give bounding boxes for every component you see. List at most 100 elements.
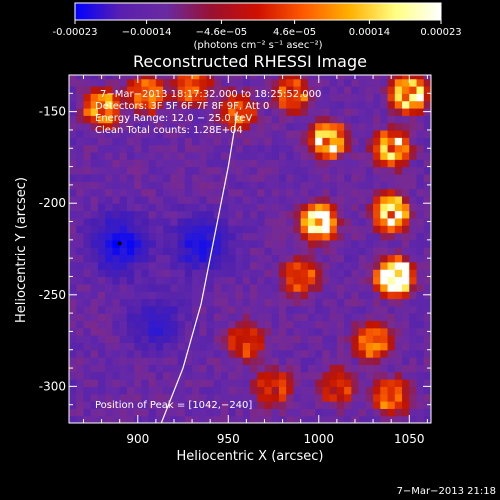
heatmap-cell [351, 335, 360, 344]
heatmap-cell [271, 408, 280, 417]
heatmap-cell [76, 261, 85, 270]
heatmap-cell [387, 232, 396, 241]
heatmap-cell [112, 232, 121, 241]
heatmap-cell [83, 269, 92, 278]
heatmap-cell [416, 115, 425, 124]
heatmap-cell [402, 107, 410, 116]
heatmap-cell [409, 232, 418, 241]
heatmap-cell [155, 335, 164, 344]
heatmap-cell [387, 166, 396, 175]
heatmap-cell [97, 107, 106, 116]
heatmap-cell [336, 320, 345, 329]
heatmap-cell [97, 85, 106, 94]
heatmap-cell [315, 261, 323, 270]
heatmap-cell [322, 320, 331, 329]
heatmap-cell [221, 122, 229, 131]
heatmap-cell [90, 342, 99, 351]
heatmap-cell [365, 327, 374, 336]
heatmap-cell [315, 195, 323, 204]
heatmap-cell [250, 415, 258, 423]
heatmap-cell [112, 313, 121, 322]
heatmap-cell [221, 247, 229, 256]
heatmap-cell [242, 283, 251, 292]
heatmap-cell [126, 364, 135, 373]
heatmap-cell [119, 269, 128, 278]
heatmap-cell [192, 291, 200, 300]
heatmap-cell [206, 401, 215, 409]
heatmap-cell [307, 166, 316, 175]
heatmap-cell [271, 225, 280, 234]
heatmap-cell [416, 93, 425, 102]
heatmap-cell [271, 371, 280, 380]
heatmap-cell [235, 100, 244, 109]
heatmap-cell [177, 210, 186, 219]
heatmap-cell [119, 254, 128, 263]
heatmap-cell [344, 100, 352, 109]
heatmap-cell [344, 393, 352, 402]
heatmap-cell [409, 247, 418, 256]
plot-frame [68, 74, 432, 424]
heatmap-cell [271, 357, 280, 365]
heatmap-cell [387, 291, 396, 300]
heatmap-cell [264, 335, 273, 344]
heatmap-cell [221, 261, 229, 270]
heatmap-cell [394, 357, 403, 365]
heatmap-cell [409, 408, 418, 417]
heatmap-cell [69, 75, 77, 80]
heatmap-cell [365, 393, 374, 402]
heatmap-cell [83, 129, 92, 138]
heatmap-cell [365, 379, 374, 387]
heatmap-cell [365, 100, 374, 109]
heatmap-cell [250, 181, 258, 190]
heatmap-cell [423, 151, 431, 160]
heatmap-cell [177, 151, 186, 160]
heatmap-cell [423, 261, 431, 270]
heatmap-cell [380, 122, 389, 131]
heatmap-cell [322, 327, 331, 336]
heatmap-cell [97, 408, 106, 417]
heatmap-cell [322, 166, 331, 175]
heatmap-cell [344, 276, 352, 285]
heatmap-cell [221, 203, 229, 212]
heatmap-cell [250, 203, 258, 212]
heatmap-cell [213, 327, 222, 336]
heatmap-cell [394, 210, 403, 219]
heatmap-cell [286, 283, 295, 292]
heatmap-cell [423, 313, 431, 322]
heatmap-cell [141, 232, 150, 241]
heatmap-cell [416, 283, 425, 292]
heatmap-cell [344, 371, 352, 380]
heatmap-cell [177, 195, 186, 204]
heatmap-cell [402, 327, 410, 336]
heatmap-cell [119, 298, 128, 307]
heatmap-cell [235, 393, 244, 402]
heatmap-cell [170, 335, 179, 344]
heatmap-cell [351, 166, 360, 175]
heatmap-cell [134, 298, 142, 307]
heatmap-cell [112, 122, 121, 131]
heatmap-cell [170, 173, 179, 182]
heatmap-cell [192, 327, 200, 336]
heatmap-cell [358, 144, 367, 153]
heatmap-cell [380, 115, 389, 124]
heatmap-cell [387, 401, 396, 409]
heatmap-cell [221, 342, 229, 351]
heatmap-cell [293, 364, 302, 373]
heatmap-cell [315, 335, 323, 344]
heatmap-cell [83, 371, 92, 380]
heatmap-cell [329, 291, 338, 300]
heatmap-cell [336, 357, 345, 365]
heatmap-cell [235, 159, 244, 168]
heatmap-cell [105, 122, 114, 131]
heatmap-cell [155, 401, 164, 409]
heatmap-cell [97, 78, 106, 87]
heatmap-cell [199, 129, 208, 138]
heatmap-cell [105, 100, 114, 109]
heatmap-cell [148, 320, 157, 329]
heatmap-cell [365, 408, 374, 417]
heatmap-cell [141, 261, 150, 270]
heatmap-cell [315, 349, 323, 358]
heatmap-cell [358, 276, 367, 285]
heatmap-cell [192, 107, 200, 116]
heatmap-cell [213, 357, 222, 365]
